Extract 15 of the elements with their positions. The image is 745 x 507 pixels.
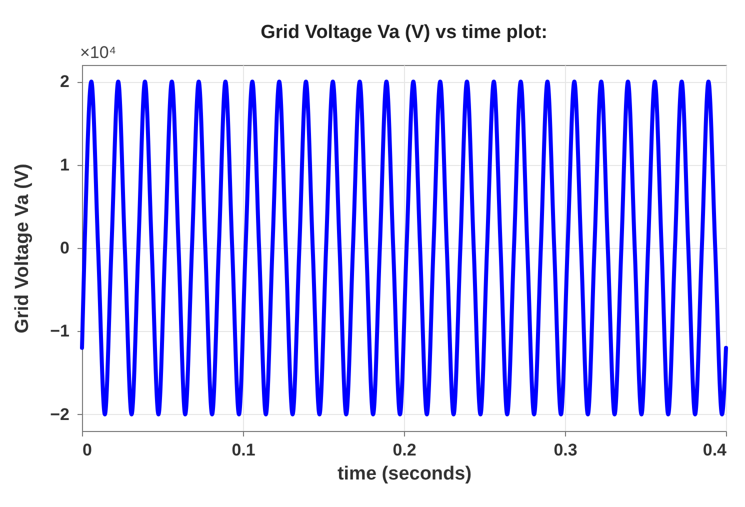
y-tick-label: 2 [60,72,70,92]
y-tick-label: −2 [50,404,70,424]
x-tick-label: 0.3 [554,440,578,460]
y-axis-title: Grid Voltage Va (V) [12,164,34,334]
line-series [80,80,728,416]
text: ×10⁴ [80,43,116,62]
x-axis-title: time (seconds) [337,464,472,484]
y-tick-label: −1 [50,322,70,341]
x-tick-label: 0 [82,440,92,460]
x-tick-label: 0.2 [392,440,416,460]
y-tick-label: 1 [60,155,70,174]
x-tick-label: 0.1 [232,440,256,460]
y-tick-label: 0 [60,238,70,258]
chart-title: Grid Voltage Va (V) vs time plot: [260,22,548,43]
x-tick-label: 0.4 [702,440,728,460]
